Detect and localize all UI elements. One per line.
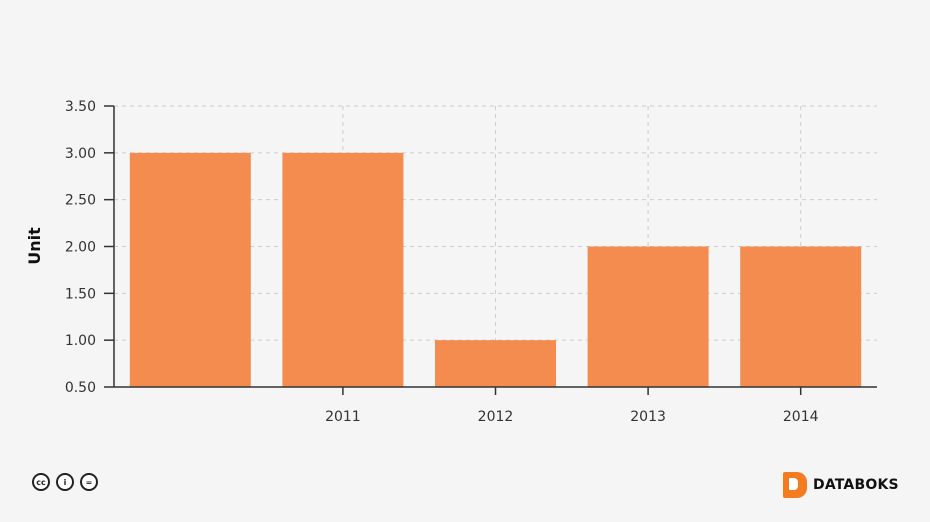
databoks-logo-icon [783, 472, 807, 498]
cc-icon: cc [32, 473, 50, 491]
y-tick-label: 2.00 [65, 240, 96, 256]
y-tick-label: 3.50 [65, 99, 96, 115]
y-axis-label: Unit [25, 227, 44, 265]
y-tick-label: 2.50 [65, 193, 96, 209]
x-tick-label: 2011 [325, 409, 361, 425]
y-tick-label: 0.50 [65, 380, 96, 396]
bar-chart: 0.50 1.00 1.50 2.00 2.50 3.00 3.50 2011 2012 2013… [25, 99, 877, 425]
bar [587, 246, 709, 387]
x-tick-label: 2013 [630, 409, 666, 425]
y-tick-label: 1.00 [65, 333, 96, 349]
by-icon: i [56, 473, 74, 491]
bar [435, 340, 556, 387]
bar [129, 152, 251, 387]
y-tick-label: 3.00 [65, 146, 96, 162]
x-tick-label: 2012 [478, 409, 514, 425]
bar [282, 152, 404, 387]
y-tick-label: 1.50 [65, 286, 96, 302]
brand-name: DATABOKS [813, 477, 899, 493]
bar [740, 246, 862, 387]
license-icons: cc i = [32, 473, 98, 491]
brand-logo[interactable]: DATABOKS [783, 472, 899, 498]
x-tick-label: 2014 [783, 409, 819, 425]
nd-icon: = [80, 473, 98, 491]
